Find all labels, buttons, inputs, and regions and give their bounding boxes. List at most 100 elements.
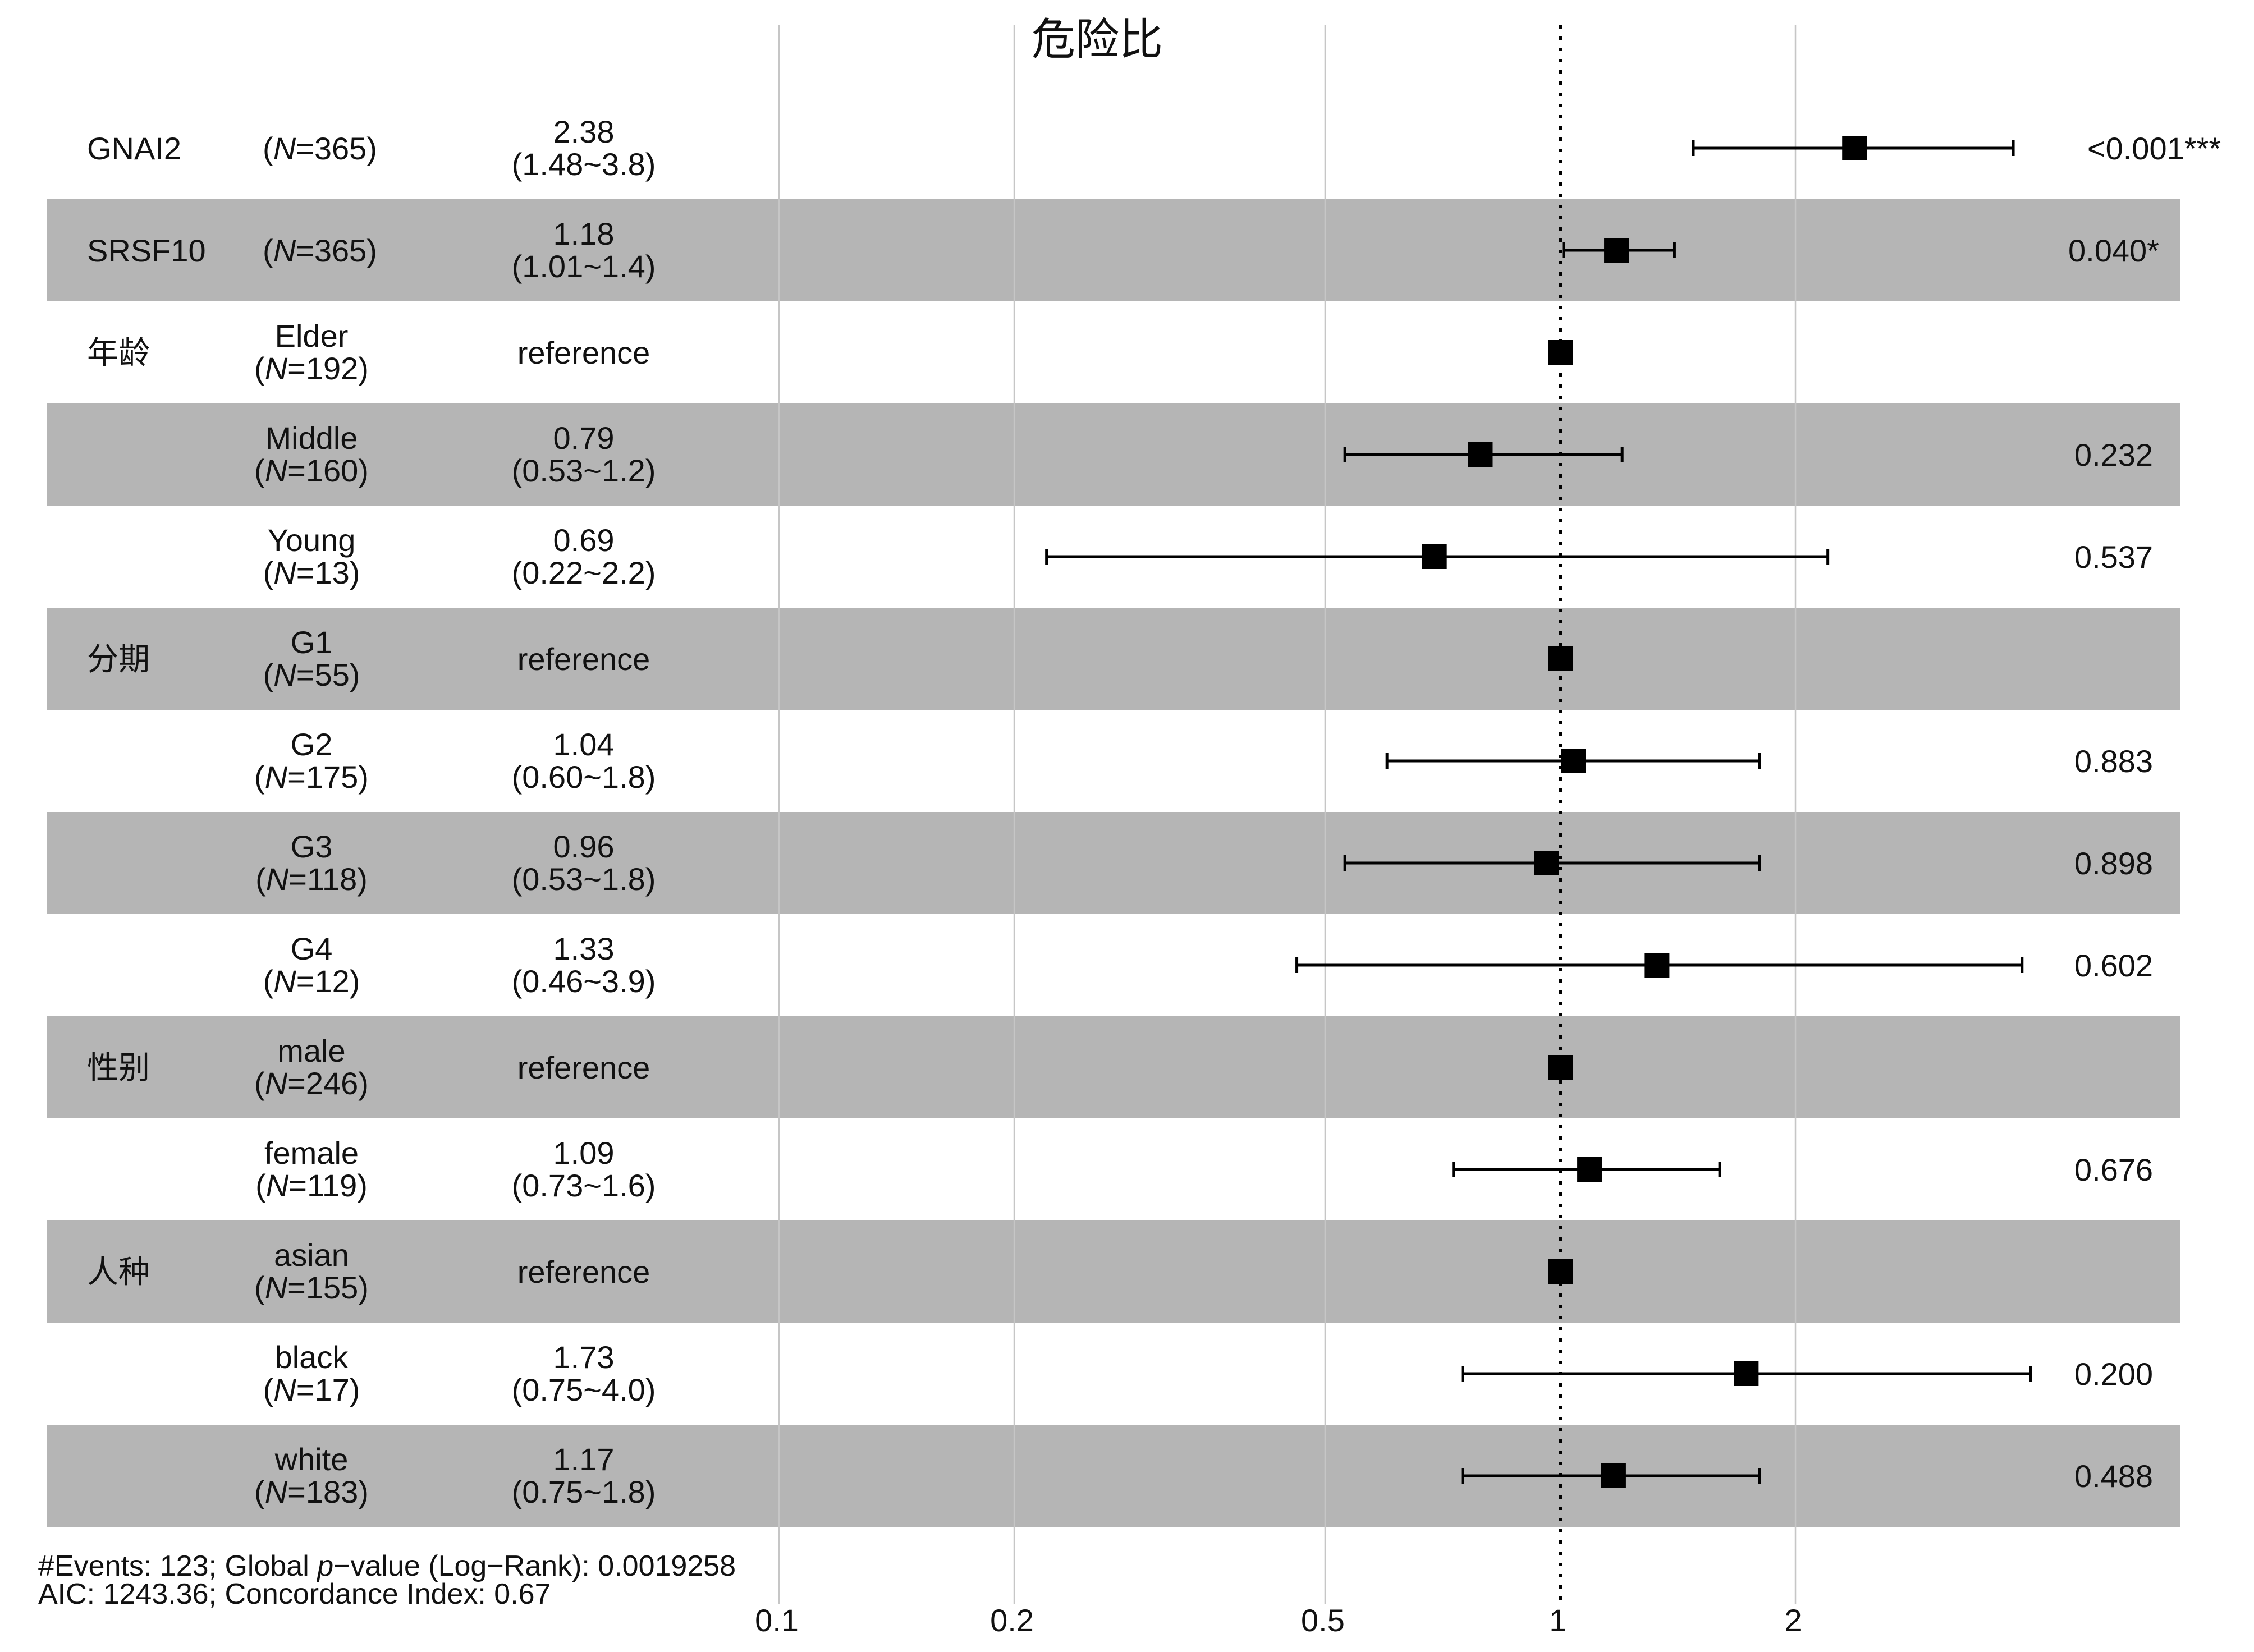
hr-reference-label: reference [517, 335, 650, 370]
x-tick-label: 0.2 [990, 1603, 1034, 1638]
ci-value-label: (1.48~3.8) [512, 146, 656, 182]
n-label-prefix: ( [254, 351, 265, 386]
n-label-suffix: =55) [296, 657, 360, 692]
n-label: (N=246) [254, 1066, 369, 1101]
n-label: (N=12) [263, 963, 360, 999]
n-label-var: N [265, 453, 288, 488]
footer-line-1: #Events: 123; Global p−value (Log−Rank):… [38, 1550, 736, 1582]
ci-value-label: (0.22~2.2) [512, 555, 656, 590]
row-text: Young(N=13) 0.69(0.22~2.2) 0.537 [263, 522, 2153, 590]
hr-point-marker [1548, 1259, 1573, 1284]
ci-value-label: (0.75~4.0) [512, 1372, 656, 1407]
n-label: (N=17) [263, 1372, 360, 1407]
hr-value-label: 2.38 [553, 114, 615, 149]
ci-value-label: (0.73~1.6) [512, 1168, 656, 1203]
n-label-var: N [265, 1474, 288, 1509]
n-label-suffix: =13) [296, 555, 360, 590]
ci-value-label: (0.53~1.2) [512, 453, 656, 488]
estimate-marks [1045, 136, 2032, 1488]
n-label-prefix: ( [254, 453, 265, 488]
row-band [47, 1016, 2180, 1118]
n-label-suffix: =183) [287, 1474, 369, 1509]
row-text: 性别 male(N=246) reference [87, 1033, 650, 1101]
forest-row [1343, 851, 1761, 875]
row-text: GNAI2 (N=365) 2.38(1.48~3.8) <0.001*** [87, 114, 2221, 182]
level-label: G3 [291, 829, 333, 864]
n-label-var: N [273, 1372, 296, 1407]
n-label: (N=118) [255, 861, 368, 897]
p-value-label: 0.676 [2074, 1152, 2153, 1187]
forest-row [1343, 442, 1624, 467]
row-bands [47, 199, 2180, 1527]
n-label-var: N [265, 1066, 288, 1101]
n-label-suffix: =175) [287, 759, 369, 795]
hr-value-label: 1.04 [553, 727, 615, 762]
n-label-prefix: ( [263, 233, 273, 268]
forest-row [1461, 1361, 2032, 1386]
n-label-prefix: ( [255, 861, 266, 897]
hr-point-marker [1577, 1157, 1602, 1182]
n-label: (N=13) [263, 555, 360, 590]
n-label: (N=160) [254, 453, 369, 488]
row-labels: GNAI2 (N=365) 2.38(1.48~3.8) <0.001***SRSF1… [87, 114, 2221, 1509]
p-value-label: 0.537 [2074, 539, 2153, 575]
row-text: 分期 G1(N=55) reference [87, 625, 650, 692]
ci-value-label: (0.75~1.8) [512, 1474, 656, 1509]
forest-row [1692, 136, 2015, 160]
p-value-label: 0.200 [2074, 1356, 2153, 1392]
level-label: black [275, 1339, 349, 1375]
hr-reference-label: reference [517, 641, 650, 677]
hr-value-label: 0.69 [553, 522, 615, 558]
ci-value-label: (1.01~1.4) [512, 249, 656, 284]
hr-point-marker [1604, 238, 1629, 263]
x-tick-label: 2 [1784, 1603, 1802, 1638]
level-label: female [264, 1135, 359, 1171]
forest-row [1385, 749, 1761, 773]
level-label: Middle [265, 420, 358, 456]
row-band [47, 1425, 2180, 1527]
row-text: black(N=17) 1.73(0.75~4.0) 0.200 [263, 1339, 2153, 1407]
hr-value-label: 0.96 [553, 829, 615, 864]
p-value-label: 0.488 [2074, 1458, 2153, 1494]
level-label: G2 [291, 727, 333, 762]
row-band [47, 199, 2180, 301]
n-label-prefix: ( [254, 1474, 265, 1509]
row-text: Middle(N=160) 0.79(0.53~1.2) 0.232 [254, 420, 2153, 488]
footer-line-1-prefix: #Events: 123; Global [38, 1550, 317, 1582]
n-label-prefix: ( [263, 963, 274, 999]
row-text: 年龄 Elder(N=192) reference [87, 318, 650, 386]
row-band [47, 608, 2180, 710]
forest-row [1562, 238, 1676, 263]
n-label: (N=183) [254, 1474, 369, 1509]
n-label: (N=365) [263, 131, 377, 166]
n-label-var: N [266, 1168, 289, 1203]
level-label: male [277, 1033, 345, 1068]
n-label-var: N [265, 1270, 288, 1305]
x-tick-label: 0.5 [1301, 1603, 1345, 1638]
n-label-suffix: =192) [287, 351, 369, 386]
footer-line-2: AIC: 1243.36; Concordance Index: 0.67 [38, 1578, 551, 1610]
hr-point-marker [1644, 953, 1670, 978]
row-band [47, 812, 2180, 914]
variable-label: GNAI2 [87, 131, 181, 166]
n-label-suffix: =365) [296, 233, 377, 268]
row-text: white(N=183)1.17(0.75~1.8) 0.488 [254, 1442, 2153, 1509]
p-value-label: 0.040* [2068, 233, 2159, 268]
n-label-suffix: =246) [287, 1066, 369, 1101]
n-label-prefix: ( [263, 555, 274, 590]
p-value-label: 0.602 [2074, 948, 2153, 983]
n-label: (N=365) [263, 233, 377, 268]
level-label: Young [268, 522, 356, 558]
hr-value-label: 1.17 [553, 1442, 615, 1477]
hr-reference-label: reference [517, 1254, 650, 1290]
level-label: G4 [291, 931, 333, 966]
row-text: G4(N=12)1.33(0.46~3.9) 0.602 [263, 931, 2153, 999]
n-label-suffix: =119) [288, 1168, 368, 1203]
row-text: G3(N=118)0.96(0.53~1.8) 0.898 [255, 829, 2153, 897]
footer-line-1-suffix: −value (Log−Rank): 0.0019258 [333, 1550, 736, 1582]
n-label-prefix: ( [263, 1372, 274, 1407]
n-label-var: N [273, 131, 296, 166]
hr-reference-label: reference [517, 1050, 650, 1085]
n-label: (N=119) [255, 1168, 368, 1203]
x-tick-label: 0.1 [755, 1603, 799, 1638]
